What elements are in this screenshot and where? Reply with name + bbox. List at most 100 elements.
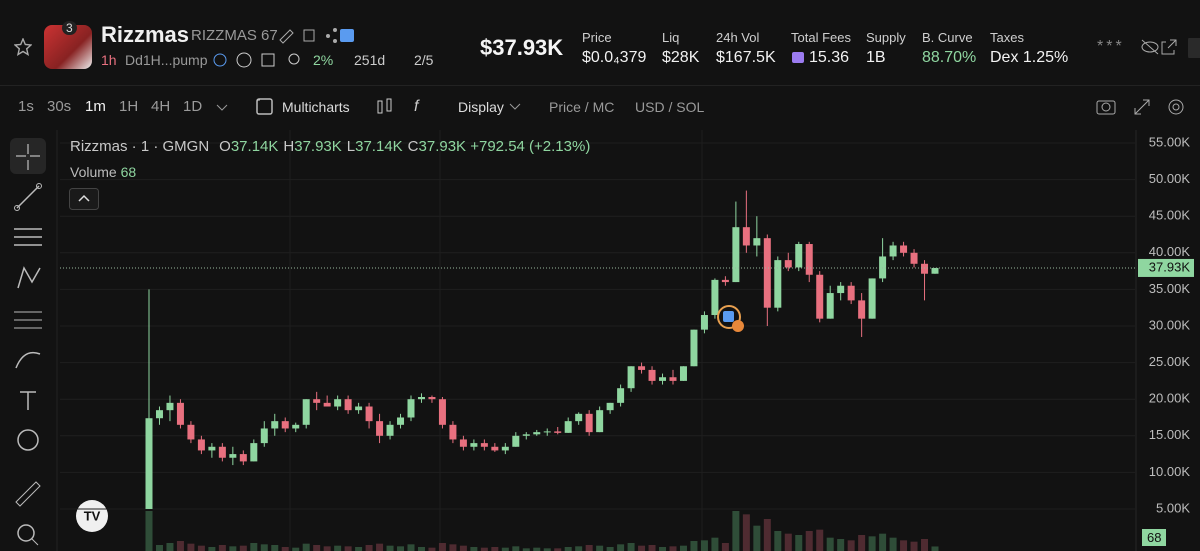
volume-bar [417, 547, 425, 551]
interval[interactable]: 30s [47, 98, 72, 115]
candle-body [407, 399, 415, 418]
volume-bar [711, 537, 719, 551]
candle-body [218, 446, 226, 458]
volume-bar [281, 547, 289, 551]
candle-body [145, 418, 153, 509]
stat-label: Liq [662, 30, 680, 45]
candle-body [302, 399, 310, 425]
token-age: 1h [101, 52, 117, 68]
last-price-tag [1138, 258, 1194, 277]
volume-bar [554, 548, 562, 551]
candle-body [784, 260, 792, 268]
hidden-stars: *** [1097, 38, 1125, 55]
volume-legend: Volume 68 [70, 164, 136, 180]
stat-value: 1B [866, 49, 886, 66]
volume-bar [302, 543, 310, 551]
candle-body [931, 267, 939, 274]
volume-bar [533, 547, 541, 551]
candle-body [669, 377, 677, 381]
header-tools[interactable] [212, 51, 312, 69]
candle-body [365, 406, 373, 422]
ohlc-value: 37.93K [418, 138, 467, 155]
y-tick-label: 55.00K [1149, 134, 1191, 149]
candle-body [679, 366, 687, 381]
candle-body [344, 399, 352, 411]
market-cap: $37.93K [480, 35, 564, 60]
volume-bar [732, 511, 740, 551]
drawing-tools[interactable] [0, 130, 56, 551]
candle-body [229, 454, 237, 458]
volume-bar [522, 548, 530, 551]
candle-body [386, 424, 394, 436]
candle-body [837, 285, 845, 294]
volume-bar [208, 547, 216, 551]
volume-bar [155, 545, 163, 551]
volume-bar [229, 546, 237, 551]
currency-toggle[interactable]: USD / SOL [635, 99, 705, 115]
candle-body [470, 443, 478, 447]
interval[interactable]: 4H [151, 98, 171, 115]
chart-settings-icons[interactable] [1095, 96, 1195, 118]
volume-bar [669, 546, 677, 551]
volume-bar [795, 535, 803, 551]
favorite-star[interactable] [14, 38, 32, 56]
volume-bar [700, 540, 708, 551]
candle-body [417, 396, 425, 400]
chart-type-icons[interactable]: f [376, 96, 436, 118]
candle-body [522, 434, 530, 436]
ohlc-key: O [219, 138, 231, 155]
candle-body [659, 377, 667, 381]
volume-bar [900, 540, 908, 551]
volume-bar [250, 543, 258, 551]
candle-body [281, 421, 289, 429]
ohlc-value: 37.93K [294, 138, 342, 155]
volume-bar [879, 533, 887, 551]
interval[interactable]: 1H [119, 98, 139, 115]
volume-bar [889, 537, 897, 551]
stat-label: Taxes [990, 30, 1024, 45]
volume-bar [805, 531, 813, 551]
volume-bar [931, 546, 939, 551]
y-tick-label: 45.00K [1149, 208, 1191, 223]
price-mc-toggle[interactable]: Price / MC [549, 99, 615, 115]
volume-bar [753, 525, 761, 551]
display-menu[interactable]: Display [458, 99, 504, 115]
candle-body [438, 399, 446, 425]
volume-bar [921, 539, 929, 551]
header-icons[interactable] [278, 26, 358, 44]
candle-body [397, 417, 405, 425]
y-tick-label: 30.00K [1149, 317, 1191, 332]
legend-change: +792.54 (+2.13%) [470, 138, 591, 155]
candle-body [197, 439, 205, 451]
volume-bar [617, 544, 625, 551]
candle-body [449, 424, 457, 440]
volume-bar [763, 519, 771, 551]
volume-bar [742, 514, 750, 551]
volume-bar [470, 547, 478, 551]
multicharts-checkbox[interactable] [256, 98, 274, 116]
collapse-legend[interactable] [69, 188, 99, 210]
volume-bar [858, 535, 866, 551]
chart-legend: Rizzmas · 1 · GMGN O37.14K H37.93K L37.14K C… [70, 138, 590, 155]
interval[interactable]: 1m [85, 98, 106, 115]
volume-bar [480, 547, 488, 551]
header-actions[interactable] [1140, 38, 1200, 58]
candle-body [795, 244, 803, 268]
volume-bar [407, 544, 415, 551]
volume-bar [459, 545, 467, 551]
candle-body [910, 252, 918, 264]
volume-bar [868, 536, 876, 551]
multicharts[interactable]: Multicharts [282, 99, 350, 115]
interval[interactable]: 1D [183, 98, 203, 115]
interval[interactable]: 1s [18, 98, 34, 115]
volume-bar [292, 547, 300, 551]
candle-body [763, 238, 771, 308]
token-address[interactable]: Dd1H...pump [125, 52, 208, 68]
stat-value: $28K [662, 49, 700, 66]
candle-body [774, 260, 782, 308]
volume-bar [910, 541, 918, 551]
candle-body [638, 366, 646, 370]
volume-bar [166, 543, 174, 551]
stat-value: Dex 1.25% [990, 49, 1069, 66]
